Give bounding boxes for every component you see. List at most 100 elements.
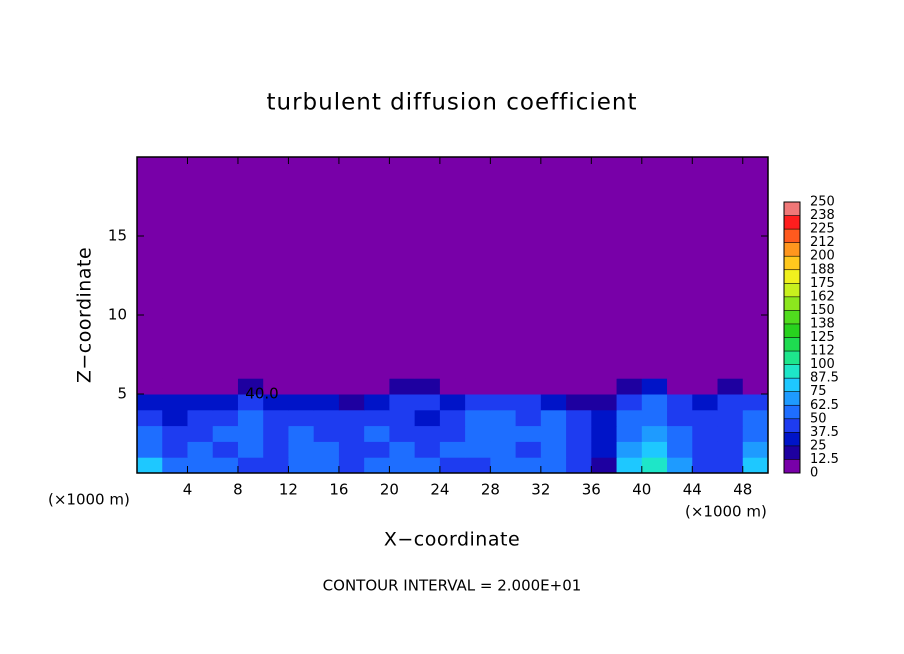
field-cell (212, 457, 239, 474)
field-cell (389, 425, 416, 442)
field-cell (540, 457, 567, 474)
field-cell (237, 441, 264, 458)
field-cell (439, 409, 466, 427)
field-cell (414, 157, 441, 379)
field-cell (616, 457, 643, 474)
field-cell (263, 425, 289, 442)
field-cell (364, 457, 390, 474)
field-cell (288, 378, 315, 395)
field-cell (641, 457, 668, 474)
colorbar-bin (784, 283, 800, 297)
field-cell (667, 394, 693, 411)
field-cell (162, 441, 188, 458)
field-cell (364, 394, 390, 411)
field-cell (187, 394, 214, 411)
field-cell (338, 157, 365, 379)
field-cell (263, 457, 289, 474)
field-cell (414, 425, 441, 442)
field-cell (263, 157, 289, 379)
field-cell (566, 394, 592, 411)
x-tick-label: 20 (380, 481, 399, 499)
field-cell (137, 425, 163, 442)
colorbar-label: 75 (810, 384, 827, 399)
field-cell (641, 378, 668, 395)
colorbar-bin (784, 351, 800, 365)
field-cell (364, 425, 390, 442)
colorbar-bin (784, 364, 800, 379)
x-tick-label: 8 (233, 481, 243, 499)
x-unit-left: (×1000 m) (48, 491, 130, 509)
field-cell (641, 441, 668, 458)
contour-interval: CONTOUR INTERVAL = 2.000E+01 (323, 577, 582, 595)
field-cell (717, 457, 744, 474)
field-cell (187, 157, 214, 379)
field-cell (616, 409, 643, 427)
colorbar-bin (784, 378, 800, 392)
field-cell (237, 378, 264, 395)
colorbar-bin (784, 202, 800, 216)
field-cell (465, 409, 491, 427)
field-cell (137, 409, 163, 427)
field-cell (490, 457, 517, 474)
field-cell (313, 378, 340, 395)
field-cell (237, 457, 264, 474)
y-tick-label: 5 (117, 385, 127, 403)
field-cell (490, 378, 517, 395)
field-cell (313, 425, 340, 442)
colorbar-label: 62.5 (810, 398, 839, 413)
chart-title: turbulent diffusion coefficient (266, 90, 637, 116)
field-cell (137, 378, 163, 395)
x-tick-label: 28 (481, 481, 500, 499)
field-cell (540, 409, 567, 427)
field-cell (439, 425, 466, 442)
colorbar-label: 188 (810, 262, 835, 277)
field-cell (288, 441, 315, 458)
field-cell (641, 409, 668, 427)
field-cell (515, 409, 542, 427)
field-cell (439, 457, 466, 474)
colorbar-label: 238 (810, 208, 835, 223)
field-cell (313, 394, 340, 411)
colorbar-bin (784, 405, 800, 419)
colorbar-bin (784, 337, 800, 352)
field-cell (338, 394, 365, 411)
x-tick-label: 40 (632, 481, 651, 499)
x-tick-label: 32 (531, 481, 550, 499)
field-cell (212, 394, 239, 411)
field-cell (692, 457, 719, 474)
colorbar-label: 200 (810, 249, 835, 264)
field-cell (187, 409, 214, 427)
colorbar-bin (784, 296, 800, 311)
field-cell (237, 409, 264, 427)
field-cell (667, 157, 693, 379)
colorbar-label: 212 (810, 235, 835, 250)
field-cell (540, 378, 567, 395)
field-cell (212, 425, 239, 442)
field-cell (288, 425, 315, 442)
field-cell (465, 457, 491, 474)
field-cell (717, 425, 744, 442)
colorbar-bin (784, 256, 800, 270)
colorbar-label: 138 (810, 316, 835, 331)
field-cell (667, 409, 693, 427)
colorbar-label: 37.5 (810, 425, 839, 440)
field-cell (490, 394, 517, 411)
field-cell (641, 157, 668, 379)
field-cell (465, 441, 491, 458)
contour-label: 40.0 (245, 385, 278, 403)
field-cell (591, 394, 618, 411)
field-cell (667, 441, 693, 458)
x-tick-label: 4 (183, 481, 193, 499)
colorbar-bin (784, 323, 800, 338)
colorbar-label: 250 (810, 195, 835, 210)
field-cell (364, 409, 390, 427)
colorbar-label: 25 (810, 438, 827, 453)
field-cell (616, 157, 643, 379)
x-unit-right: (×1000 m) (685, 503, 767, 521)
colorbar-bin (784, 242, 800, 257)
colorbar-label: 12.5 (810, 452, 839, 467)
field-cell (137, 157, 163, 379)
colorbar-bin (784, 445, 800, 460)
field-cell (591, 409, 618, 427)
